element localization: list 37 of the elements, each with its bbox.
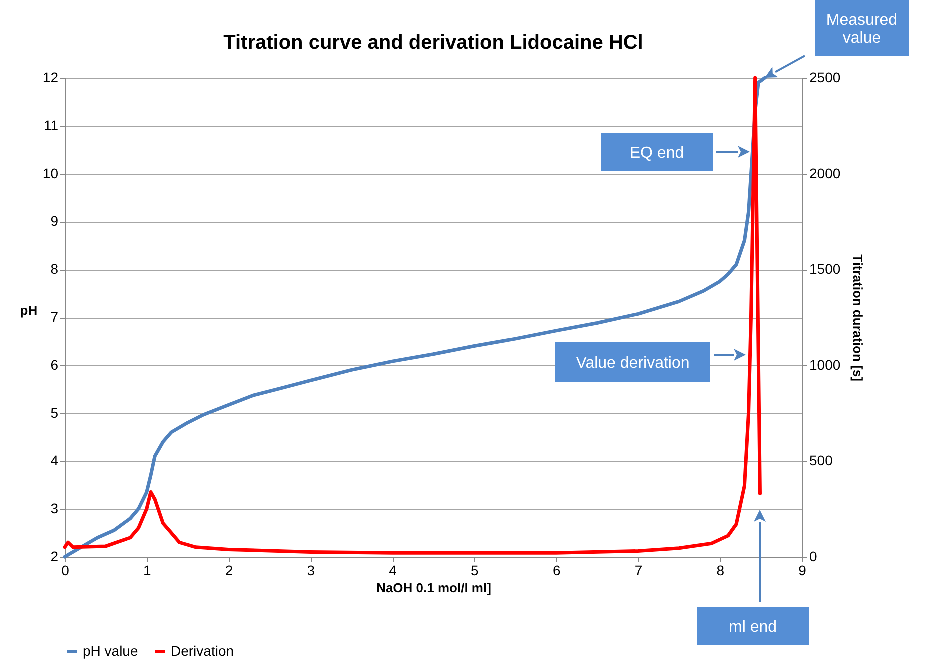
y-tick-label: 6 (50, 356, 59, 373)
x-tick-label: 9 (798, 562, 807, 578)
x-tick-label: 3 (307, 562, 316, 578)
y-tick-label: 7 (50, 309, 59, 325)
x-tick-label: 6 (552, 562, 561, 578)
y2-tick-label: 0 (810, 548, 818, 564)
y-axis-title: pH (20, 303, 38, 318)
y-tick-label: 11 (44, 117, 59, 134)
chart-title: Titration curve and derivation Lidocaine HCl (224, 32, 644, 54)
annotation: Value derivation (576, 355, 690, 372)
x-tick-label: 2 (225, 562, 234, 578)
x-tick-label: 1 (143, 562, 152, 578)
legend-label: Derivation (171, 643, 234, 659)
y-tick-label: 9 (50, 213, 59, 230)
x-axis-title: NaOH 0.1 mol/l ml] (376, 580, 492, 596)
x-tick-label: 7 (634, 562, 643, 578)
y-tick-label: 4 (50, 452, 59, 469)
annotation: EQ end (630, 145, 684, 162)
text: ml end (728, 619, 778, 636)
y2-axis-title: Titration duration [s] (850, 254, 866, 382)
y-tick-label: 12 (42, 70, 59, 86)
legend-label: pH value (83, 643, 138, 659)
y-tick-label: 8 (50, 261, 59, 278)
y-tick-label: 2 (50, 548, 59, 564)
text: Measured value (826, 12, 898, 47)
y2-tick-label: 2500 (810, 70, 841, 86)
y2-tick-label: 1500 (810, 261, 841, 278)
x-tick-label: 8 (716, 562, 725, 578)
y-tick-label: 3 (50, 500, 59, 517)
y2-tick-label: 2000 (810, 165, 841, 182)
y-tick-label: 10 (42, 165, 59, 182)
x-tick-label: 4 (389, 562, 398, 578)
y2-tick-label: 500 (810, 452, 834, 469)
y-tick-label: 5 (50, 404, 59, 421)
x-tick-label: 0 (62, 562, 70, 578)
x-tick-label: 5 (471, 562, 480, 578)
y2-tick-label: 1000 (810, 356, 841, 373)
